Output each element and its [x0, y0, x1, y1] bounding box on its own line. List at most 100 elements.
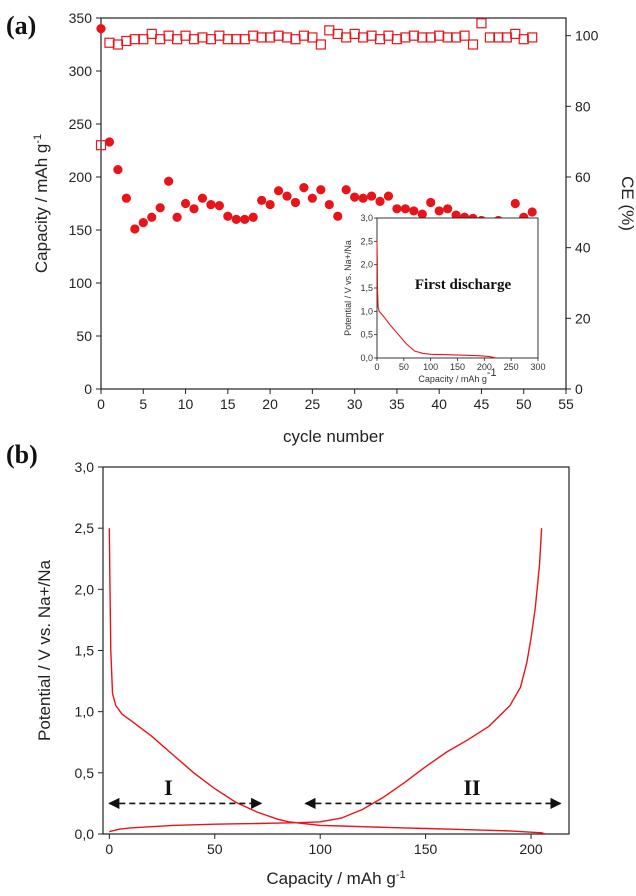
chart-b: 0 50 100 150 200 0,0 0,5 1,0 1,5 2,0 2,5 3,0 Capacit… [35, 459, 570, 888]
capacity-point [417, 209, 427, 219]
ce-point [425, 32, 436, 43]
y2-tick-label: 60 [575, 169, 591, 185]
capacity-point [434, 206, 444, 216]
ce-point [391, 34, 403, 45]
capacity-point [366, 191, 377, 201]
y-tick-label: 300 [69, 63, 93, 79]
y2-tick-label: 40 [575, 240, 591, 256]
capacity-point [138, 217, 148, 228]
capacity-point [392, 204, 402, 214]
capacity-point [341, 185, 351, 195]
ce-point [383, 30, 394, 41]
inset-x-tick-label: 300 [530, 362, 545, 372]
ce-point [248, 30, 259, 41]
inset-x-tick-label: 200 [477, 362, 492, 372]
x-tick-label: 30 [347, 396, 363, 412]
ce-point [138, 34, 149, 45]
capacity-point [104, 137, 115, 147]
ce-point [349, 28, 360, 39]
capacity-point [527, 207, 537, 217]
capacity-point [409, 206, 419, 216]
ce-point [510, 28, 521, 39]
ce-point [527, 32, 538, 43]
ce-point [163, 30, 174, 41]
capacity-point [307, 193, 317, 203]
capacity-point [451, 210, 461, 220]
capacity-point [383, 191, 394, 201]
ce-point [112, 39, 124, 50]
inset-y-tick-label: 2,5 [360, 236, 373, 246]
ce-point [374, 34, 386, 45]
ce-point [450, 32, 462, 43]
capacity-point [265, 199, 275, 210]
capacity-point [96, 24, 106, 34]
ce-point [442, 32, 453, 43]
ce-point [121, 35, 132, 47]
capacity-point [189, 204, 199, 214]
region-label: II [463, 775, 480, 800]
inset-discharge-line [376, 241, 497, 359]
region-label: I [164, 775, 173, 800]
ce-point [188, 34, 200, 45]
capacity-point [155, 203, 165, 213]
ce-point [256, 32, 267, 43]
ce-point [155, 34, 166, 45]
ce-point [459, 30, 470, 41]
capacity-point [130, 224, 140, 234]
x-tick-label: 150 [414, 841, 438, 857]
inset-y-tick-label: 0,5 [360, 330, 373, 340]
plot-frame-b [102, 466, 570, 835]
capacity-point [248, 212, 258, 222]
x-tick-label: 0 [105, 841, 113, 857]
capacity-point [206, 199, 216, 210]
x-tick-label: 100 [309, 841, 333, 857]
capacity-point [375, 196, 385, 206]
capacity-point [147, 212, 157, 222]
inset-x-tick-label: 100 [423, 362, 438, 372]
capacity-point [443, 204, 453, 214]
panel-label-a: (a) [6, 11, 36, 40]
capacity-point [358, 193, 368, 203]
inset-x-tick-label: 250 [504, 362, 519, 372]
ce-point [264, 32, 276, 43]
y-tick-label: 1,0 [75, 704, 95, 720]
capacity-point [426, 197, 436, 208]
ce-point [332, 28, 343, 39]
x-axis-title: cycle number [283, 427, 384, 446]
ce-point [104, 37, 115, 48]
x-tick-label: 15 [220, 396, 236, 412]
ce-point [129, 34, 140, 45]
y-tick-label: 0 [84, 381, 92, 397]
inset-y-axis-title: Potential / V vs. Na+/Na [343, 240, 353, 336]
y-tick-label: 3,0 [75, 459, 95, 475]
x-tick-label: 50 [516, 396, 532, 412]
inset-y-tick-label: 3,0 [360, 213, 373, 223]
capacity-point [231, 214, 241, 224]
ce-point [501, 32, 512, 43]
ce-point [434, 30, 445, 41]
ce-point [171, 34, 183, 45]
y2-tick-label: 0 [575, 381, 583, 397]
inset-frame [376, 217, 539, 359]
inset-x-axis-title: Capacity / mAh g-1 [418, 367, 496, 384]
x-tick-label: 40 [431, 396, 447, 412]
x-tick-label: 5 [139, 396, 147, 412]
y-axis-title: Potential / V vs. Na+/Na [35, 559, 54, 740]
capacity-point [180, 198, 191, 209]
ce-point [417, 32, 428, 43]
inset-x-tick-label: 50 [399, 362, 409, 372]
y-tick-label: 350 [69, 10, 93, 26]
x-tick-label: 25 [305, 396, 321, 412]
ce-point [197, 32, 208, 43]
capacity-point [172, 212, 182, 222]
x-tick-label: 200 [519, 841, 543, 857]
x-tick-label: 35 [389, 396, 405, 412]
chart-a: 0 5 10 15 20 25 30 35 40 45 50 55050100150200250300… [32, 10, 636, 446]
x-tick-label: 20 [262, 396, 278, 412]
inset-x-tick-label: 0 [374, 362, 379, 372]
y-tick-label: 0,5 [75, 765, 95, 781]
ce-point [239, 34, 250, 45]
ce-point [341, 32, 352, 43]
inset-y-tick-label: 0,0 [360, 353, 373, 363]
